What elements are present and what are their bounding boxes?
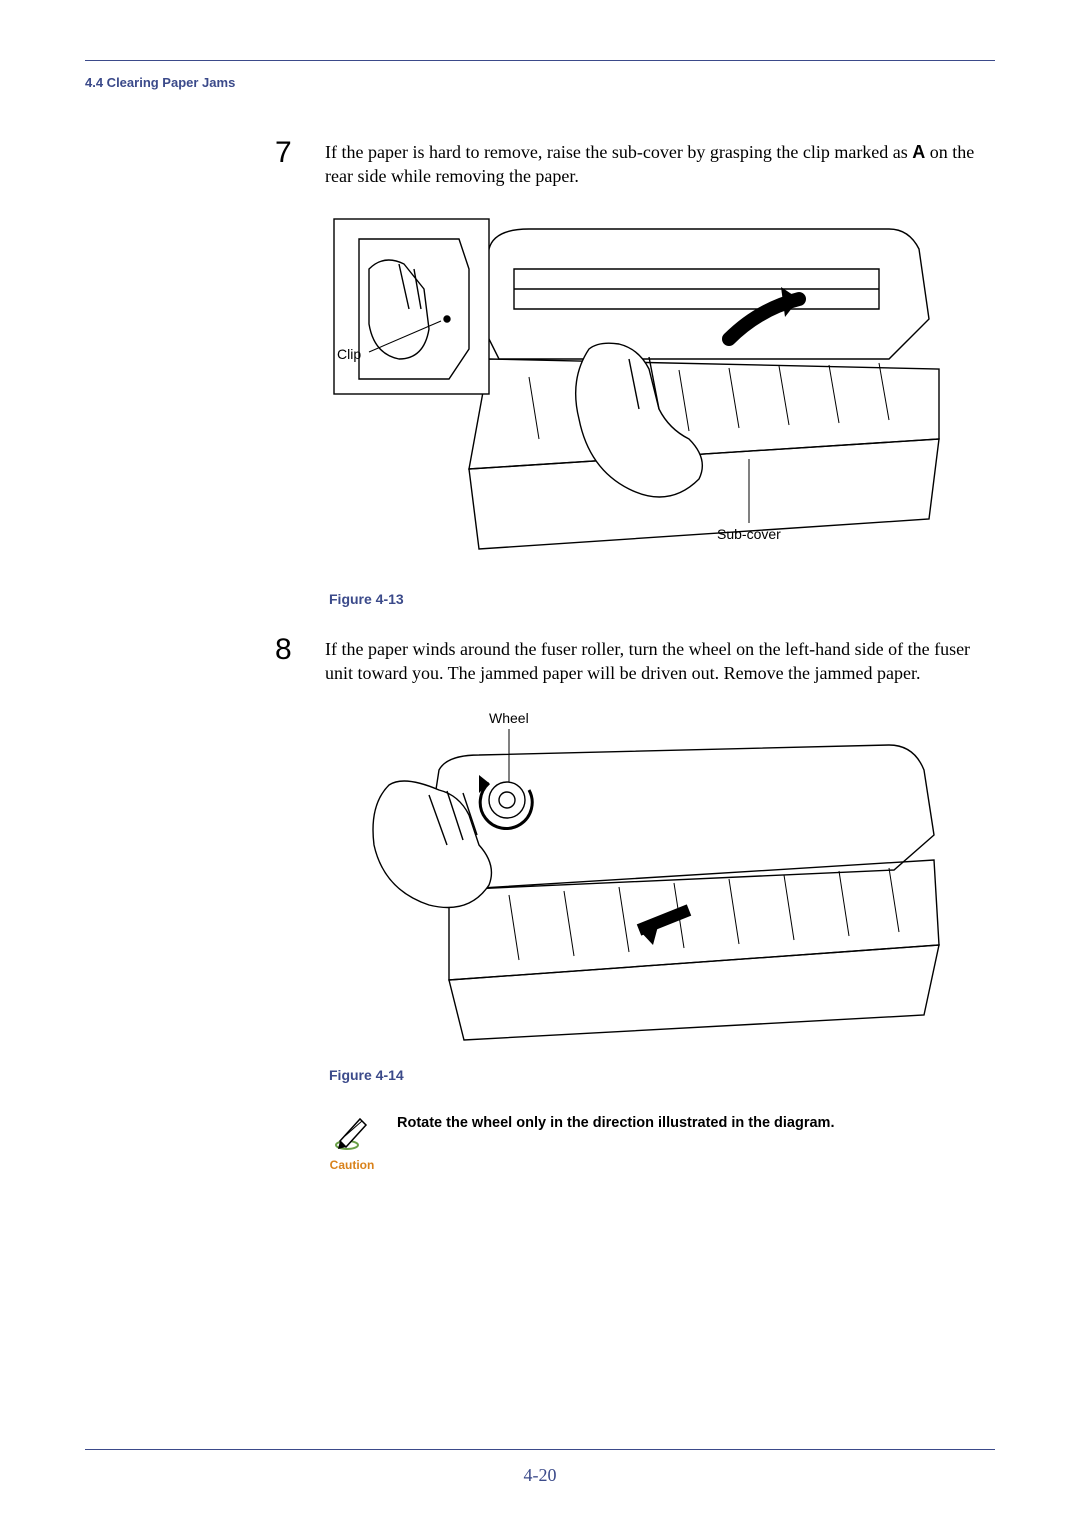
figure-4-14-caption: Figure 4-14	[329, 1067, 995, 1083]
rule-top	[85, 60, 995, 61]
caution-block: Caution Rotate the wheel only in the dir…	[329, 1111, 995, 1172]
step-7: 7 If the paper is hard to remove, raise …	[275, 138, 985, 189]
label-subcover: Sub-cover	[717, 526, 781, 542]
caution-text: Rotate the wheel only in the direction i…	[397, 1111, 834, 1131]
step-7-text-pre: If the paper is hard to remove, raise th…	[325, 142, 912, 162]
caution-label: Caution	[329, 1158, 375, 1172]
figure-4-14: Wheel	[329, 705, 985, 1045]
label-wheel: Wheel	[489, 710, 529, 726]
step-8-text-pre: If the paper winds around the fuser roll…	[325, 639, 970, 683]
label-clip: Clip	[337, 346, 361, 362]
figure-4-13-caption: Figure 4-13	[329, 591, 995, 607]
step-7-number: 7	[275, 138, 299, 189]
figure-4-14-svg: Wheel	[329, 705, 949, 1045]
caution-icon-wrap: Caution	[329, 1111, 375, 1172]
step-7-text: If the paper is hard to remove, raise th…	[325, 138, 985, 189]
step-8-text: If the paper winds around the fuser roll…	[325, 635, 985, 686]
step-7-bold: A	[912, 142, 925, 162]
page-number: 4-20	[0, 1465, 1080, 1486]
rule-bottom	[85, 1449, 995, 1450]
figure-4-13: Clip Sub-cover	[329, 209, 985, 569]
figure-4-13-svg: Clip Sub-cover	[329, 209, 949, 569]
step-8-number: 8	[275, 635, 299, 686]
step-8: 8 If the paper winds around the fuser ro…	[275, 635, 985, 686]
pencil-caution-icon	[332, 1111, 372, 1151]
page: 4.4 Clearing Paper Jams 7 If the paper i…	[0, 0, 1080, 1528]
section-header: 4.4 Clearing Paper Jams	[85, 75, 995, 90]
